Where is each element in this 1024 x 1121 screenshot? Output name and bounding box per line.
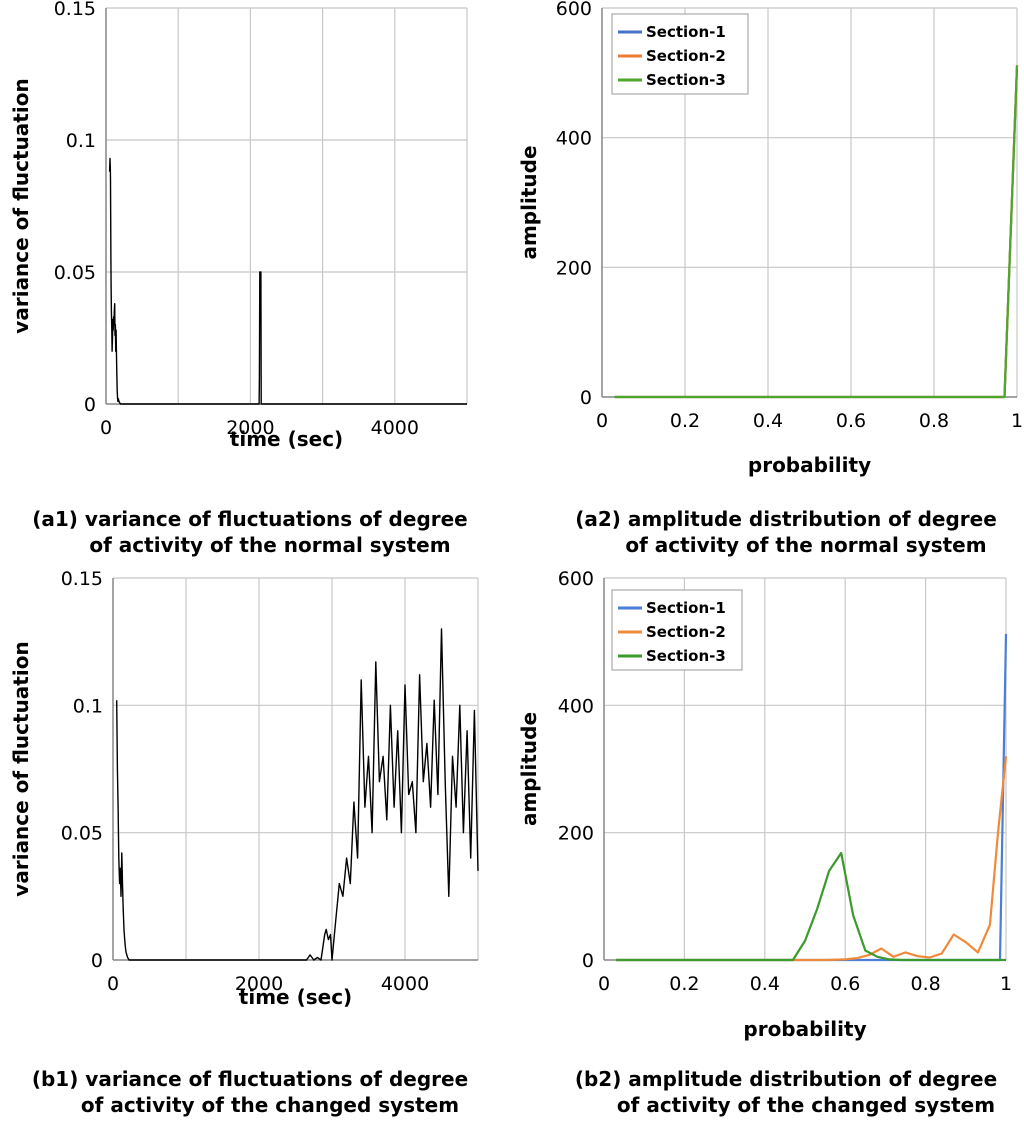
legend-entry: Section-3: [646, 71, 726, 89]
series-line-variance: [108, 157, 467, 405]
y-tick-label: 0: [84, 394, 96, 416]
x-tick-label: 0.8: [919, 410, 949, 432]
caption-line-1: (a2) amplitude distribution of degree: [575, 507, 997, 531]
y-tick-label: 0.15: [54, 0, 96, 20]
legend-entry: Section-1: [646, 599, 726, 617]
x-tick-label: 0: [100, 417, 112, 439]
caption-line-1: (b1) variance of fluctuations of degree: [32, 1067, 468, 1091]
x-tick-label: 0: [596, 410, 608, 432]
x-tick-label: 0.2: [670, 410, 700, 432]
series-line-section-3: [616, 851, 1006, 962]
x-tick-label: 0: [598, 973, 610, 995]
y-axis-label: amplitude: [517, 145, 541, 259]
series-line-section-2: [614, 65, 1019, 399]
series-line-section-1: [614, 66, 1019, 399]
x-tick-label: 0.6: [836, 410, 866, 432]
y-tick-label: 0.05: [54, 262, 96, 284]
x-tick-label: 2000: [235, 973, 283, 995]
caption-line-1: (a1) variance of fluctuations of degree: [32, 507, 468, 531]
chart-b2: 0 200 400 600 0 0.2 0.4 0.6 0.8 1 probability ampli…: [517, 568, 1012, 1117]
y-tick-label: 600: [556, 0, 592, 20]
x-tick-label: 1: [1011, 410, 1023, 432]
y-tick-label: 0.1: [73, 695, 103, 717]
x-axis-label: time (sec): [239, 985, 352, 1009]
x-tick-label: 0.4: [753, 410, 783, 432]
legend-entry: Section-3: [646, 647, 726, 665]
x-tick-label: 0: [107, 973, 119, 995]
x-axis-label: probability: [748, 453, 871, 477]
y-tick-label: 200: [556, 257, 592, 279]
series-line-section-2: [616, 756, 1008, 962]
legend-entry: Section-2: [646, 623, 726, 641]
caption-line-2: of activity of the changed system: [617, 1093, 995, 1117]
x-tick-label: 1: [1000, 973, 1012, 995]
y-tick-label: 0: [580, 387, 592, 409]
caption-line-2: of activity of the changed system: [81, 1093, 459, 1117]
y-tick-label: 0: [582, 950, 594, 972]
caption-line-1: (b2) amplitude distribution of degree: [575, 1067, 997, 1091]
x-tick-label: 0.2: [669, 973, 699, 995]
y-tick-label: 0.05: [61, 823, 103, 845]
x-tick-label: 0.6: [830, 973, 860, 995]
series-line-section-3: [614, 65, 1019, 399]
y-tick-label: 0.15: [61, 568, 103, 590]
y-axis-label: amplitude: [517, 712, 541, 826]
chart-a1: 0 0.05 0.1 0.15 0 2000 4000 time (sec) variance …: [9, 0, 468, 557]
y-axis-label: variance of fluctuation: [9, 641, 33, 896]
y-axis-label: variance of fluctuation: [9, 78, 33, 333]
x-tick-label: 2000: [226, 417, 274, 439]
caption-line-2: of activity of the normal system: [89, 533, 450, 557]
y-tick-label: 0.1: [66, 130, 96, 152]
legend-entry: Section-1: [646, 23, 726, 41]
x-tick-label: 4000: [371, 417, 419, 439]
legend-entry: Section-2: [646, 47, 726, 65]
chart-a2: 0 200 400 600 0 0.2 0.4 0.6 0.8 1 probability ampli…: [517, 0, 1023, 557]
y-tick-label: 200: [558, 823, 594, 845]
caption-line-2: of activity of the normal system: [625, 533, 986, 557]
y-tick-label: 0: [91, 950, 103, 972]
series-line-variance: [116, 628, 479, 961]
y-tick-label: 400: [556, 128, 592, 150]
y-tick-label: 600: [558, 568, 594, 590]
chart-b1: 0 0.05 0.1 0.15 0 2000 4000 time (sec) variance …: [9, 568, 479, 1117]
legend: Section-1 Section-2 Section-3: [611, 13, 749, 95]
x-axis-label: time (sec): [230, 427, 343, 451]
x-axis-label: probability: [743, 1017, 866, 1041]
y-tick-label: 400: [558, 695, 594, 717]
series-line-section-1: [616, 633, 1008, 962]
legend: Section-1 Section-2 Section-3: [611, 589, 743, 671]
x-tick-label: 0.4: [750, 973, 780, 995]
x-tick-label: 4000: [381, 973, 429, 995]
x-tick-label: 0.8: [910, 973, 940, 995]
